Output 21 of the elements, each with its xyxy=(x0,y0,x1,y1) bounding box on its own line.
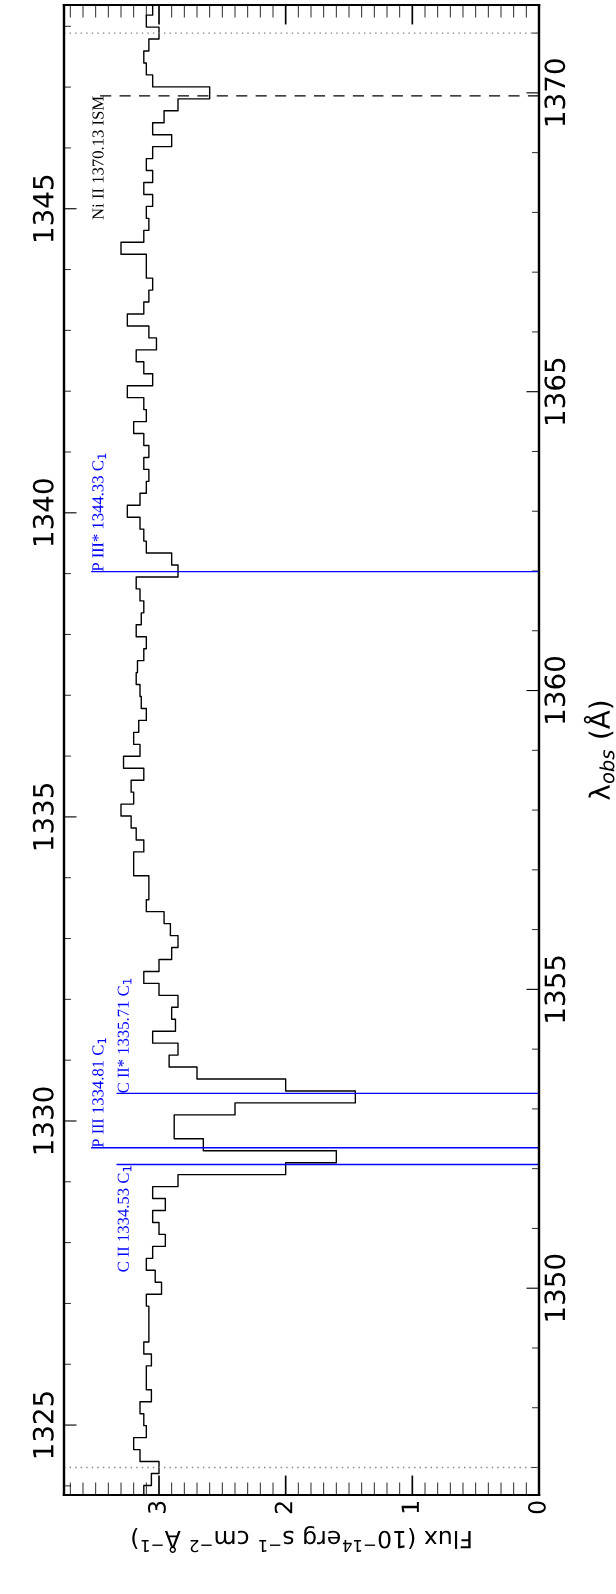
ref-line-label: C II 1334.53 C$_{1}$ xyxy=(117,1166,132,1272)
y-tick-label: 1350 xyxy=(544,1254,566,1321)
y-axis-title: λ$_{obs}$ (Å) xyxy=(583,701,615,800)
ref-line-label: Ni II 1370.13 ISM xyxy=(92,96,104,220)
y-tick-label: 1370 xyxy=(544,59,566,126)
y2-tick-label: 1340 xyxy=(32,479,54,546)
y2-tick-label: 1345 xyxy=(32,175,54,242)
x-tick-label: 1 xyxy=(401,1502,419,1513)
y2-tick-label: 1335 xyxy=(32,783,54,850)
y-tick-label: 1365 xyxy=(544,358,566,424)
y2-tick-label: 1330 xyxy=(32,1087,54,1154)
y2-tick-label: 1325 xyxy=(32,1392,54,1458)
ref-line-label: P III* 1344.33 C$_{1}$ xyxy=(92,453,107,572)
ref-line-label: C II* 1335.71 C$_{1}$ xyxy=(117,978,132,1093)
x-tick-label: 3 xyxy=(147,1501,166,1514)
x-tick-label: 0 xyxy=(527,1501,546,1514)
ref-line-label: P III 1334.81 C$_{1}$ xyxy=(92,1038,107,1148)
x-tick-label: 2 xyxy=(274,1502,293,1514)
y-tick-label: 1355 xyxy=(544,956,566,1022)
text: Flux (10$^{−14}$erg s$^{−1}$ cm$^{−2}$ Å$^{−1}$) xyxy=(132,1526,471,1553)
y-tick-label: 1360 xyxy=(544,657,566,723)
